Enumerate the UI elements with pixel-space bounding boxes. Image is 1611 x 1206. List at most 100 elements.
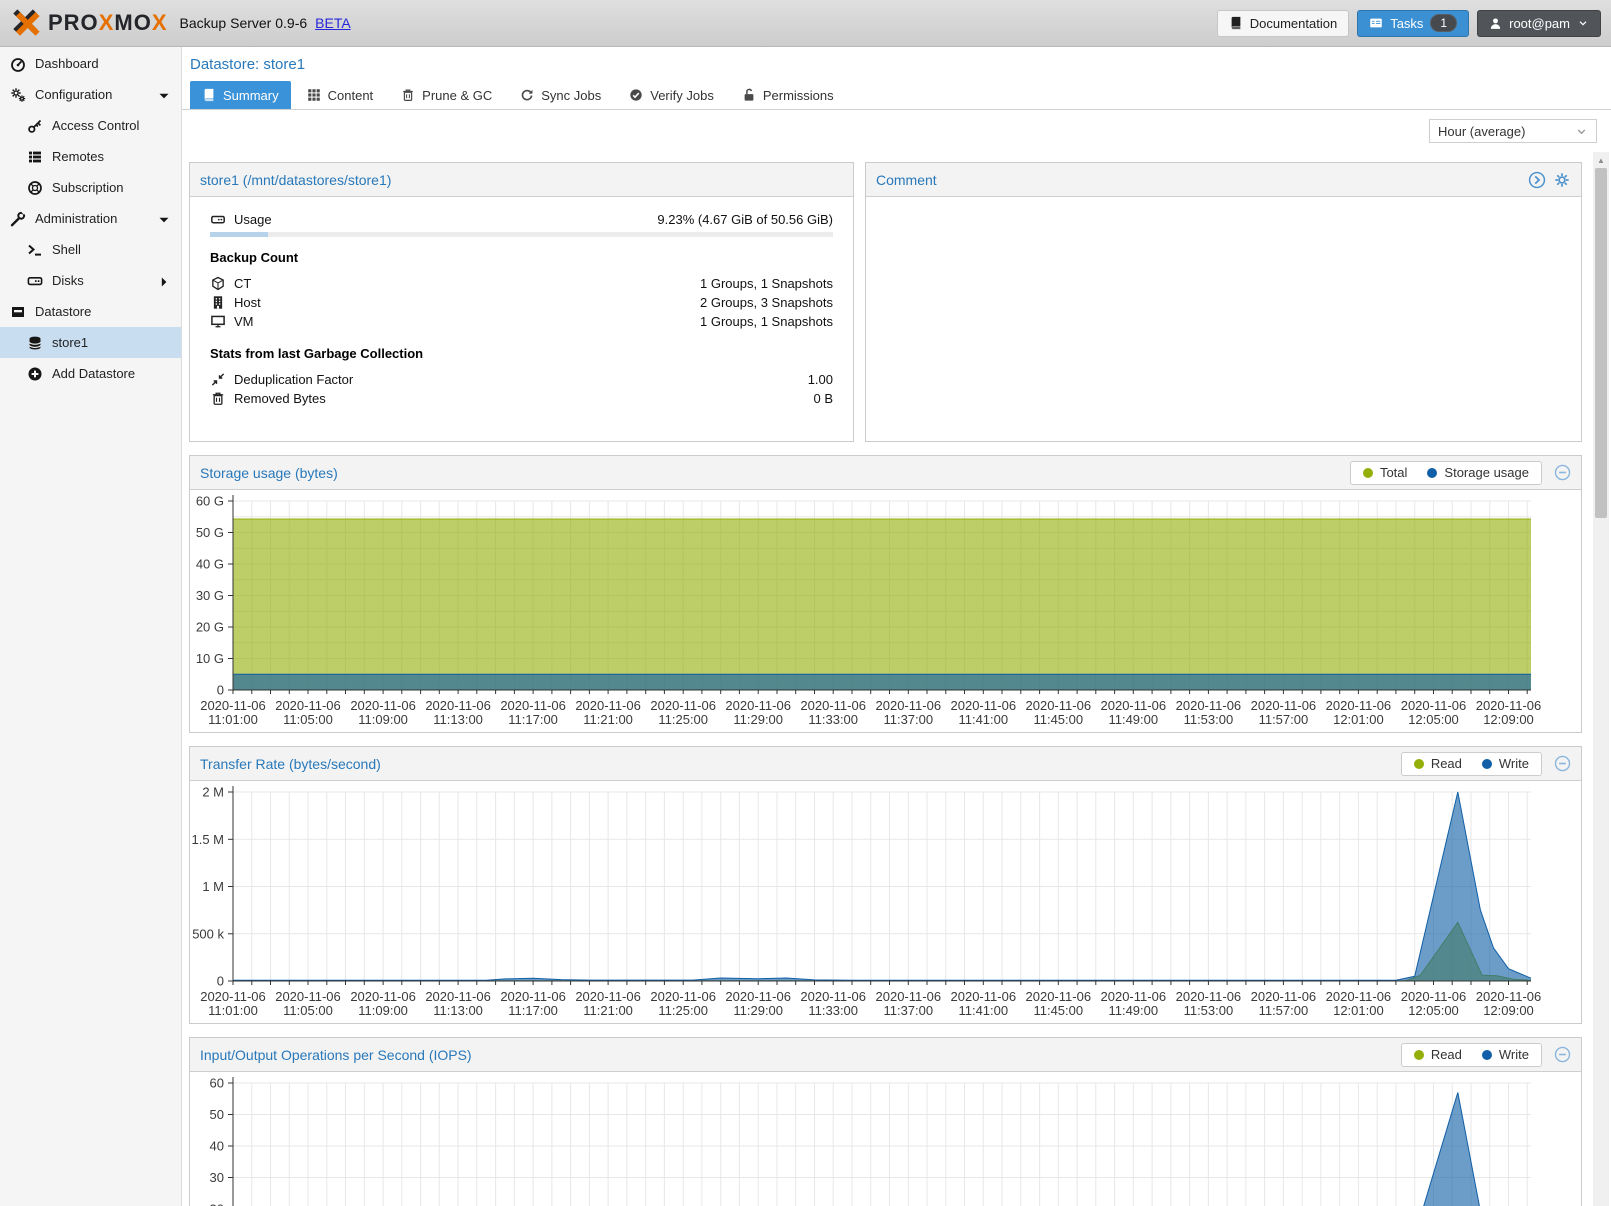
check-circle-icon (629, 88, 643, 102)
tab-verify-jobs[interactable]: Verify Jobs (617, 81, 726, 109)
gear-icon[interactable] (1553, 171, 1571, 189)
sidebar-item-subscription[interactable]: Subscription (0, 172, 181, 203)
minus-circle-icon[interactable] (1554, 755, 1571, 772)
svg-text:11:13:00: 11:13:00 (433, 1003, 483, 1018)
chevron-down-icon (1575, 125, 1588, 138)
svg-text:2020-11-06: 2020-11-06 (575, 989, 641, 1004)
trash-icon (401, 88, 415, 102)
svg-text:20 G: 20 G (196, 620, 224, 635)
svg-text:11:33:00: 11:33:00 (808, 1003, 858, 1018)
svg-text:11:29:00: 11:29:00 (733, 712, 783, 727)
svg-text:11:33:00: 11:33:00 (808, 712, 858, 727)
caret-down-icon[interactable] (156, 88, 172, 104)
brand-letter: PRO (48, 10, 99, 35)
minus-circle-icon[interactable] (1554, 464, 1571, 481)
tasks-button[interactable]: Tasks 1 (1357, 9, 1470, 37)
svg-text:2020-11-06: 2020-11-06 (1401, 698, 1467, 713)
sidebar-item-datastore[interactable]: Datastore (0, 296, 181, 327)
svg-text:11:17:00: 11:17:00 (508, 712, 558, 727)
minus-circle-icon[interactable] (1554, 1046, 1571, 1063)
book-icon (202, 88, 216, 102)
time-range-select[interactable]: Hour (average) (1429, 119, 1597, 143)
sidebar-item-store1[interactable]: store1 (0, 327, 181, 358)
svg-text:2020-11-06: 2020-11-06 (1026, 698, 1092, 713)
tab-permissions[interactable]: Permissions (730, 81, 846, 109)
documentation-button[interactable]: Documentation (1216, 9, 1350, 37)
sidebar-item-disks[interactable]: Disks (0, 265, 181, 296)
summary-content: store1 (/mnt/datastores/store1) Usage 9.… (189, 151, 1582, 1206)
sidebar-item-administration[interactable]: Administration (0, 203, 181, 234)
comment-panel-header: Comment (866, 163, 1581, 197)
documentation-label: Documentation (1249, 15, 1338, 31)
svg-text:2020-11-06: 2020-11-06 (951, 698, 1017, 713)
tab-sync-jobs[interactable]: Sync Jobs (508, 81, 613, 109)
comment-panel-body[interactable] (866, 197, 1581, 442)
tab-label: Prune & GC (422, 87, 493, 103)
tachometer-icon (10, 56, 26, 72)
legend-item-write[interactable]: Write (1481, 756, 1529, 771)
svg-text:50: 50 (210, 1107, 224, 1122)
backup-count-heading: Backup Count (210, 250, 299, 265)
sidebar-item-dashboard[interactable]: Dashboard (0, 48, 181, 79)
proxmox-x-logo-icon (10, 7, 42, 39)
tab-label: Sync Jobs (541, 87, 602, 103)
scroll-up-arrow[interactable]: ▲ (1597, 155, 1605, 165)
svg-text:12:01:00: 12:01:00 (1333, 712, 1384, 727)
legend-item-total[interactable]: Total (1362, 465, 1407, 480)
storage-usage-panel-header: Storage usage (bytes) Total Storage usage (190, 456, 1581, 490)
usage-value: 9.23% (4.67 GiB of 50.56 GiB) (657, 212, 833, 227)
svg-text:2020-11-06: 2020-11-06 (725, 698, 791, 713)
sidebar-item-label: Configuration (35, 87, 113, 102)
stat-label: VM (234, 314, 254, 329)
sidebar-nav: Dashboard Configuration Access Control Remo… (0, 47, 182, 1206)
sidebar-item-configuration[interactable]: Configuration (0, 79, 181, 110)
svg-text:11:57:00: 11:57:00 (1259, 712, 1309, 727)
plus-circle-icon (27, 366, 43, 382)
beta-link[interactable]: BETA (315, 15, 351, 31)
sidebar-item-label: Dashboard (35, 56, 99, 71)
usage-row: Usage 9.23% (4.67 GiB of 50.56 GiB) (210, 210, 833, 229)
sidebar-item-access-control[interactable]: Access Control (0, 110, 181, 141)
sidebar-item-shell[interactable]: Shell (0, 234, 181, 265)
svg-text:11:41:00: 11:41:00 (958, 712, 1008, 727)
tab-label: Permissions (762, 87, 834, 103)
chart-toolbar: Hour (average) (182, 110, 1611, 151)
sidebar-item-label: Access Control (52, 118, 140, 133)
datastore-summary-body: Usage 9.23% (4.67 GiB of 50.56 GiB) Back… (190, 197, 853, 408)
scrollbar-thumb[interactable] (1595, 168, 1607, 518)
transfer-rate-title: Transfer Rate (bytes/second) (200, 755, 381, 772)
svg-text:11:09:00: 11:09:00 (358, 712, 408, 727)
tab-content[interactable]: Content (295, 81, 386, 109)
sidebar-item-remotes[interactable]: Remotes (0, 141, 181, 172)
usage-progress-fill (210, 232, 268, 237)
svg-text:11:01:00: 11:01:00 (208, 1003, 258, 1018)
stat-row: CT 1 Groups, 1 Snapshots (210, 274, 833, 293)
tab-prune-gc[interactable]: Prune & GC (389, 81, 504, 109)
legend-dot (1362, 467, 1373, 478)
svg-text:0: 0 (217, 683, 224, 698)
user-menu-button[interactable]: root@pam (1477, 9, 1601, 37)
tab-label: Verify Jobs (650, 87, 714, 103)
iops-legend: Read Write (1400, 1042, 1542, 1067)
svg-text:2020-11-06: 2020-11-06 (1326, 989, 1392, 1004)
tab-summary[interactable]: Summary (190, 81, 291, 109)
legend-item-read[interactable]: Read (1413, 1047, 1462, 1062)
caret-down-icon[interactable] (156, 212, 172, 228)
chevron-circle-right-icon[interactable] (1528, 171, 1546, 189)
transfer-rate-legend: Read Write (1400, 751, 1542, 776)
hdd-icon (27, 273, 43, 289)
svg-text:2020-11-06: 2020-11-06 (650, 698, 716, 713)
svg-text:2020-11-06: 2020-11-06 (876, 698, 942, 713)
svg-text:11:05:00: 11:05:00 (283, 712, 333, 727)
svg-text:40 G: 40 G (196, 557, 224, 572)
legend-item-storage-usage[interactable]: Storage usage (1427, 465, 1529, 480)
legend-item-read[interactable]: Read (1413, 756, 1462, 771)
caret-right-icon[interactable] (156, 274, 172, 290)
legend-dot (1481, 1049, 1492, 1060)
sidebar-item-label: Remotes (52, 149, 105, 164)
sidebar-item-add-datastore[interactable]: Add Datastore (0, 358, 181, 389)
svg-text:2020-11-06: 2020-11-06 (800, 698, 866, 713)
svg-text:2 M: 2 M (202, 785, 224, 800)
backup-count-rows: CT 1 Groups, 1 Snapshots Host 2 Groups, 3 S… (210, 274, 833, 331)
legend-item-write[interactable]: Write (1481, 1047, 1529, 1062)
